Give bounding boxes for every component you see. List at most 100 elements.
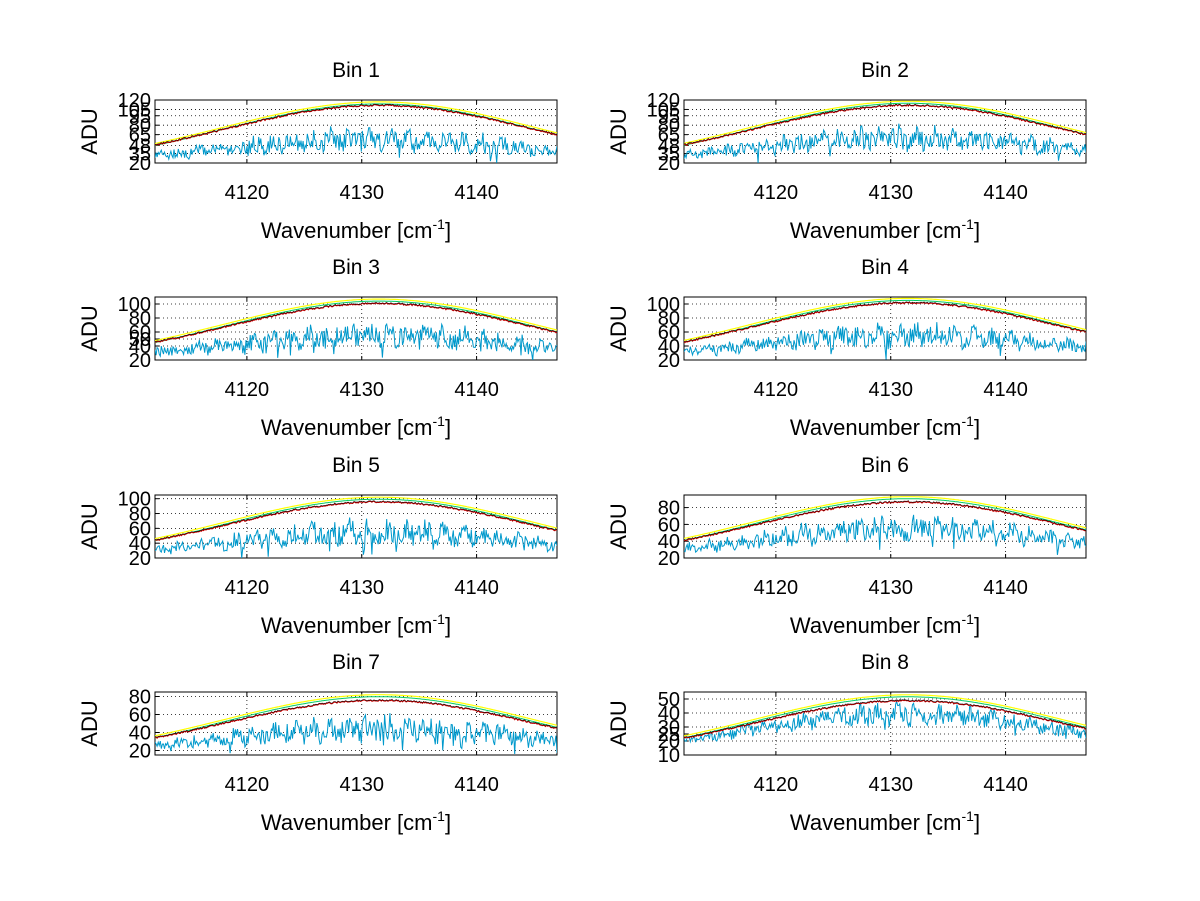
y-axis-label: ADU: [606, 503, 631, 549]
x-axis-label: Wavenumber [cm-1]: [261, 216, 451, 243]
y-tick-label: 100: [118, 294, 151, 316]
series-reference: [684, 297, 1086, 341]
series-base: [684, 301, 1086, 343]
x-tick-label: 4120: [225, 774, 270, 796]
series-base: [155, 301, 557, 343]
subplot-title: Bin 3: [332, 256, 380, 279]
x-tick-label: 4140: [983, 379, 1028, 401]
series-base: [684, 699, 1086, 739]
y-tick-label: 60: [658, 514, 680, 536]
x-tick-label: 4130: [868, 774, 913, 796]
y-tick-label: 80: [129, 308, 151, 330]
series-base-overlay: [684, 500, 1086, 542]
y-tick-label: 80: [658, 498, 680, 520]
x-tick-label: 4130: [339, 379, 384, 401]
subplot-title: Bin 2: [861, 59, 909, 82]
y-tick-label: 25: [658, 724, 680, 746]
y-tick-label: 50: [658, 689, 680, 711]
y-axis-label: ADU: [77, 108, 102, 154]
series-absorption: [155, 713, 557, 755]
y-tick-label: 40: [658, 336, 680, 358]
y-tick-label: 80: [129, 687, 151, 709]
y-tick-label: 20: [658, 548, 680, 570]
y-tick-label: 120: [647, 90, 680, 112]
y-tick-label: 80: [129, 115, 151, 137]
y-tick-label: 40: [129, 336, 151, 358]
series-base-overlay: [155, 104, 557, 146]
series-base-overlay: [155, 699, 557, 740]
y-tick-label: 105: [118, 99, 151, 121]
x-axis-label: Wavenumber [cm-1]: [790, 216, 980, 243]
subplot-title: Bin 4: [861, 256, 909, 279]
y-tick-label: 20: [658, 731, 680, 753]
plot-area: [684, 694, 1086, 744]
y-axis-label: ADU: [606, 305, 631, 351]
series-absorption: [155, 126, 557, 163]
y-tick-label: 50: [129, 329, 151, 351]
series-reference: [684, 100, 1086, 144]
y-tick-label: 30: [658, 717, 680, 739]
y-tick-label: 20: [129, 548, 151, 570]
series-absorption: [684, 123, 1086, 163]
series-reference: [684, 496, 1086, 539]
series-reference-alt: [684, 696, 1086, 739]
x-tick-label: 4130: [868, 577, 913, 599]
series-absorption: [155, 517, 557, 558]
series-reference-alt: [155, 696, 557, 739]
x-tick-label: 4120: [754, 774, 799, 796]
y-tick-label: 40: [658, 703, 680, 725]
series-base: [684, 500, 1086, 541]
y-tick-label: 95: [129, 106, 151, 128]
x-tick-label: 4120: [225, 182, 270, 204]
series-base-overlay: [155, 500, 557, 542]
x-tick-label: 4130: [339, 577, 384, 599]
y-tick-label: 95: [658, 106, 680, 128]
y-tick-label: 20: [658, 350, 680, 372]
subplot-title: Bin 5: [332, 454, 380, 477]
y-tick-label: 100: [118, 489, 151, 511]
y-tick-label: 105: [647, 99, 680, 121]
x-tick-label: 4120: [754, 379, 799, 401]
series-base-overlay: [155, 302, 557, 343]
plot-area: [684, 297, 1086, 360]
y-tick-label: 60: [129, 705, 151, 727]
y-tick-label: 35: [129, 144, 151, 166]
x-axis-label: Wavenumber [cm-1]: [261, 413, 451, 440]
y-tick-label: 40: [658, 531, 680, 553]
plot-area: [155, 496, 557, 558]
plot-area: [155, 694, 557, 755]
x-tick-label: 4140: [454, 577, 499, 599]
series-reference: [155, 496, 557, 540]
y-tick-label: 120: [118, 90, 151, 112]
y-axis-label: ADU: [606, 700, 631, 746]
series-base: [155, 103, 557, 146]
y-tick-label: 48: [658, 135, 680, 157]
y-tick-label: 80: [658, 115, 680, 137]
x-axis-label: Wavenumber [cm-1]: [261, 808, 451, 835]
y-tick-label: 65: [658, 125, 680, 147]
x-axis-label: Wavenumber [cm-1]: [790, 413, 980, 440]
x-axis-label: Wavenumber [cm-1]: [790, 611, 980, 638]
y-tick-label: 20: [129, 153, 151, 175]
x-tick-label: 4130: [339, 182, 384, 204]
x-axis-label: Wavenumber [cm-1]: [261, 611, 451, 638]
y-axis-label: ADU: [77, 503, 102, 549]
y-tick-label: 65: [129, 125, 151, 147]
y-tick-label: 20: [658, 153, 680, 175]
series-reference: [155, 694, 557, 737]
subplot-title: Bin 1: [332, 59, 380, 82]
y-tick-label: 60: [129, 322, 151, 344]
y-tick-label: 20: [129, 741, 151, 763]
series-base: [155, 500, 557, 541]
series-absorption: [155, 322, 557, 360]
x-tick-label: 4140: [983, 774, 1028, 796]
plot-area: [684, 100, 1086, 163]
y-axis-label: ADU: [606, 108, 631, 154]
series-base-overlay: [684, 301, 1086, 344]
x-tick-label: 4120: [225, 379, 270, 401]
